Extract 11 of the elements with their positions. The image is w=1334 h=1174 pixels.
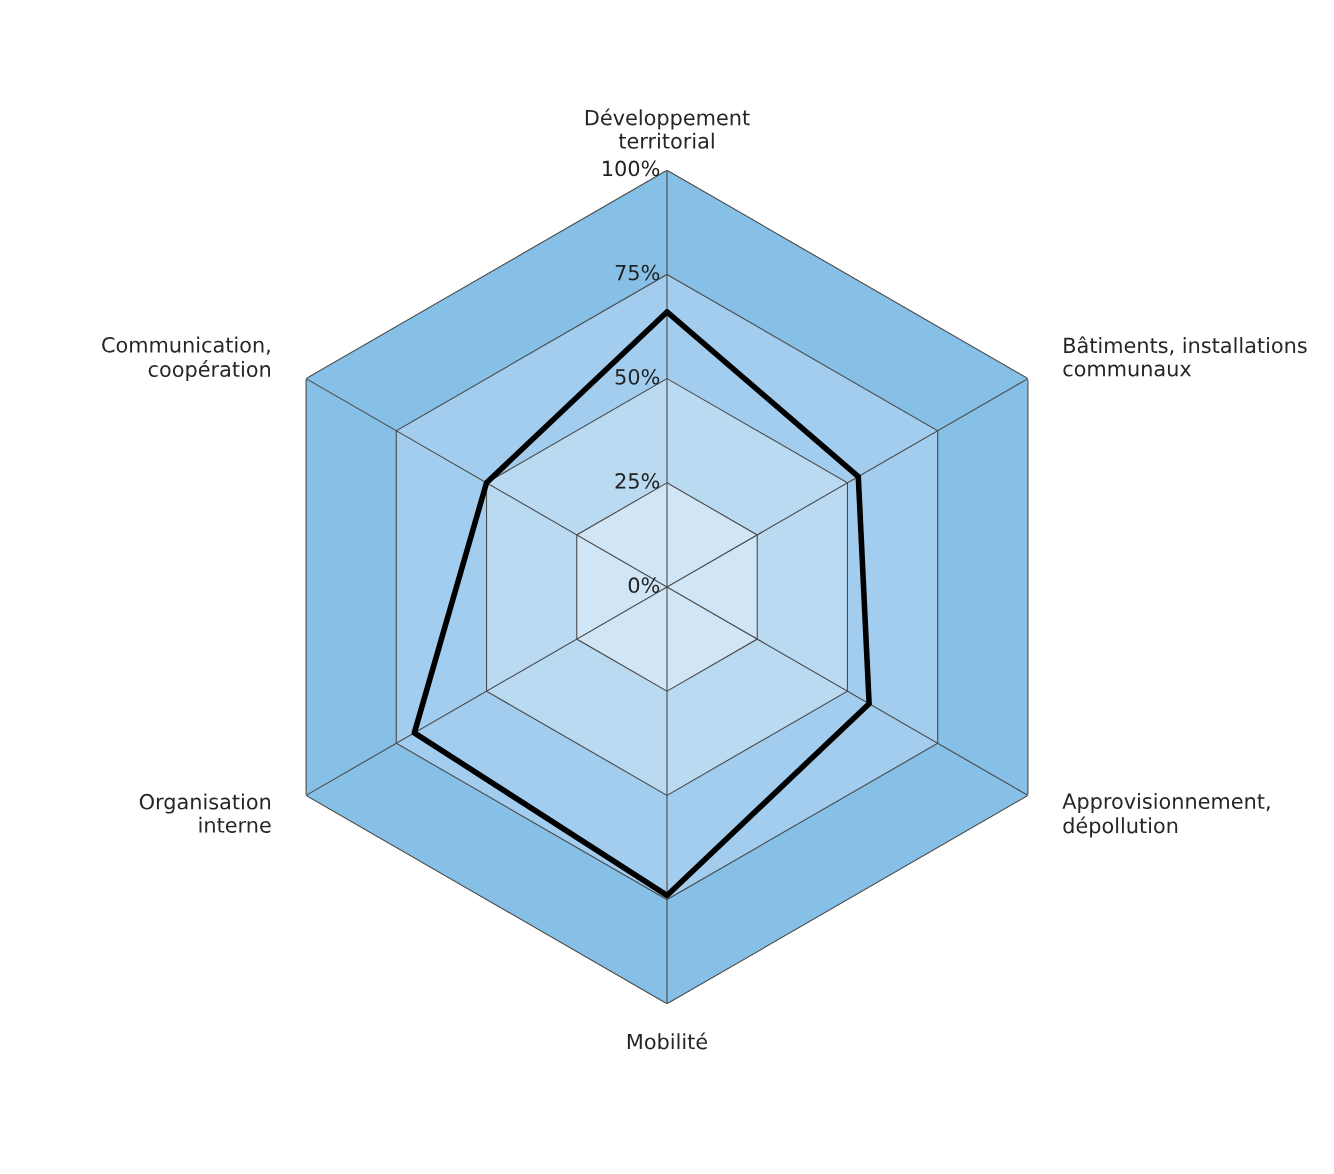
y-tick-label: 50%: [615, 368, 660, 385]
spoke-label: Organisation interne: [139, 793, 271, 833]
spoke-label: Mobilité: [627, 1032, 708, 1050]
y-tick-label: 25%: [615, 473, 660, 489]
spoke-label: Bâtiments, installations communaux: [1063, 336, 1307, 377]
spoke-label: Développement territorial: [585, 108, 750, 149]
spoke-label: Approvisionnement, dépollution: [1062, 792, 1270, 838]
y-tick-label: 0%: [628, 577, 660, 594]
y-tick-label: 100%: [603, 160, 660, 177]
y-tick-label: 75%: [615, 264, 660, 281]
spoke-label: Communication, coopération: [102, 336, 271, 382]
